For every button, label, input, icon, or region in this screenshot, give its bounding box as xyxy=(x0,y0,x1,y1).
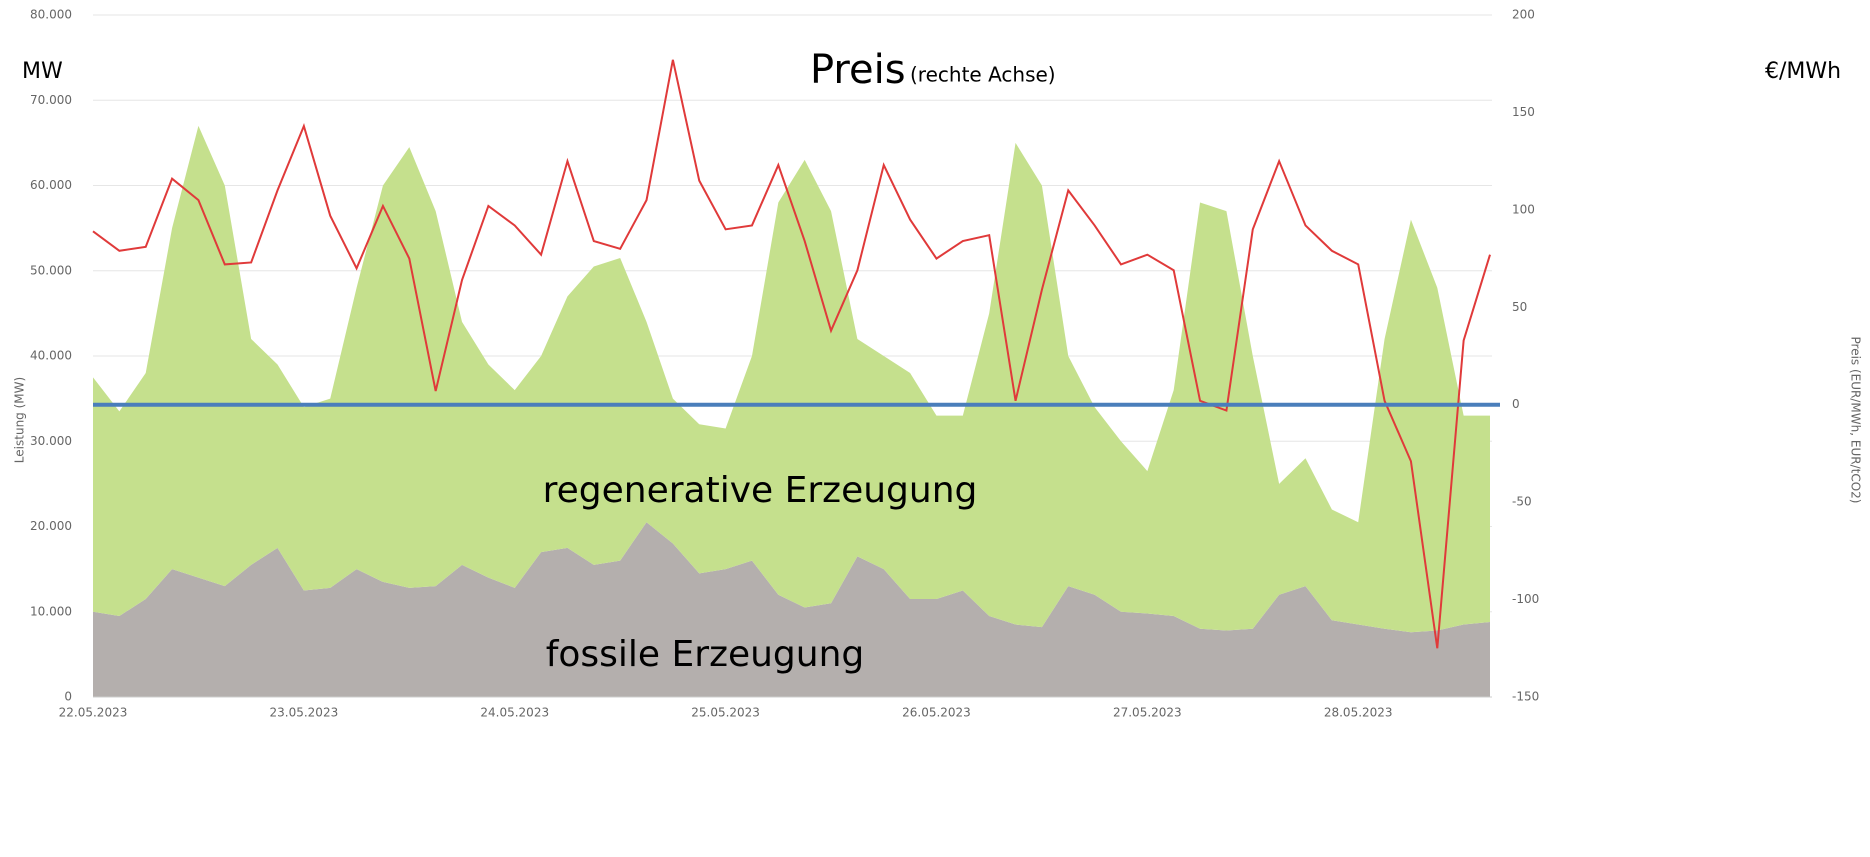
y-tick-label: 80.000 xyxy=(30,8,72,22)
y2-tick-label: 150 xyxy=(1512,105,1535,119)
y-tick-label: 70.000 xyxy=(30,93,72,107)
x-tick-label: 25.05.2023 xyxy=(691,706,760,720)
y-tick-label: 0 xyxy=(64,690,72,704)
x-tick-label: 26.05.2023 xyxy=(902,706,971,720)
series-label: fossile Erzeugung xyxy=(546,634,865,675)
x-tick-label: 27.05.2023 xyxy=(1113,706,1182,720)
y2-tick-label: -150 xyxy=(1512,690,1539,704)
y-axis-label: Leistung (MW) xyxy=(13,377,27,463)
price-hint: (rechte Achse) xyxy=(910,63,1056,87)
y2-tick-label: 50 xyxy=(1512,300,1527,314)
area xyxy=(93,522,1490,697)
y-tick-label: 50.000 xyxy=(30,263,72,277)
x-tick-label: 23.05.2023 xyxy=(270,706,339,720)
right-unit: €/MWh xyxy=(1765,59,1841,84)
x-tick-label: 24.05.2023 xyxy=(480,706,549,720)
price-label: Preis xyxy=(810,47,906,93)
y2-tick-label: 100 xyxy=(1512,202,1535,216)
y2-tick-label: 200 xyxy=(1512,8,1535,22)
series-label: regenerative Erzeugung xyxy=(543,470,978,511)
y-tick-label: 10.000 xyxy=(30,604,72,618)
price-line xyxy=(92,59,1491,649)
left-unit: MW xyxy=(22,59,63,84)
y2-tick-label: -50 xyxy=(1512,495,1532,509)
y-tick-label: 40.000 xyxy=(30,349,72,363)
area xyxy=(93,125,1490,633)
y2-tick-label: -100 xyxy=(1512,592,1539,606)
y-tick-label: 60.000 xyxy=(30,178,72,192)
x-tick-label: 22.05.2023 xyxy=(59,706,128,720)
y-tick-label: 20.000 xyxy=(30,519,72,533)
y2-tick-label: 0 xyxy=(1512,397,1520,411)
y2-axis-label: Preis (EUR/MWh, EUR/tCO2) xyxy=(1849,337,1863,504)
y-tick-label: 30.000 xyxy=(30,434,72,448)
x-tick-label: 28.05.2023 xyxy=(1324,706,1393,720)
